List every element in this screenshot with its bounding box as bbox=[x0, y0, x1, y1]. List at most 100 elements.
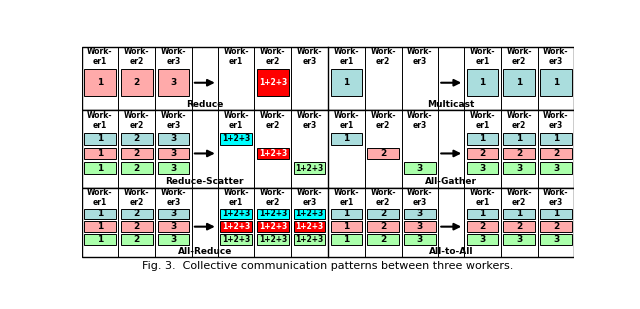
Bar bbox=[367, 148, 399, 159]
Text: 3: 3 bbox=[417, 222, 423, 231]
Text: Work-
er2: Work- er2 bbox=[506, 111, 532, 130]
Bar bbox=[331, 133, 362, 145]
Text: 2: 2 bbox=[380, 149, 387, 158]
Bar bbox=[121, 235, 152, 245]
Bar bbox=[504, 222, 535, 232]
Bar bbox=[157, 235, 189, 245]
Text: 1+2+3: 1+2+3 bbox=[296, 209, 324, 218]
Text: 1+2+3: 1+2+3 bbox=[222, 134, 250, 143]
Bar bbox=[504, 162, 535, 174]
Bar bbox=[157, 209, 189, 219]
Text: 1: 1 bbox=[343, 78, 349, 87]
Bar bbox=[82, 47, 575, 110]
Bar bbox=[157, 69, 189, 96]
Text: 1+2+3: 1+2+3 bbox=[259, 222, 287, 231]
Bar bbox=[82, 110, 575, 188]
Bar bbox=[257, 222, 289, 232]
Bar bbox=[294, 235, 325, 245]
Bar bbox=[257, 235, 289, 245]
Text: Work-
er2: Work- er2 bbox=[506, 188, 532, 207]
Text: All-Gather: All-Gather bbox=[425, 177, 477, 186]
Text: 3: 3 bbox=[553, 235, 559, 244]
Bar bbox=[331, 209, 362, 219]
Text: 1: 1 bbox=[97, 209, 103, 218]
Text: 1: 1 bbox=[516, 209, 522, 218]
Text: 2: 2 bbox=[380, 209, 387, 218]
Text: Work-
er3: Work- er3 bbox=[407, 111, 433, 130]
Text: Work-
er1: Work- er1 bbox=[333, 188, 359, 207]
Text: Work-
er1: Work- er1 bbox=[223, 47, 249, 66]
Text: 2: 2 bbox=[553, 222, 559, 231]
Bar bbox=[367, 235, 399, 245]
Text: 1: 1 bbox=[479, 209, 486, 218]
Bar bbox=[157, 222, 189, 232]
Text: 2: 2 bbox=[516, 222, 522, 231]
Text: Work-
er2: Work- er2 bbox=[260, 47, 285, 66]
Text: Work-
er2: Work- er2 bbox=[371, 188, 396, 207]
Text: Work-
er1: Work- er1 bbox=[87, 188, 113, 207]
Text: Work-
er3: Work- er3 bbox=[297, 47, 323, 66]
Bar bbox=[331, 235, 362, 245]
Text: Work-
er2: Work- er2 bbox=[371, 111, 396, 130]
Text: Work-
er1: Work- er1 bbox=[333, 111, 359, 130]
Text: Work-
er1: Work- er1 bbox=[87, 47, 113, 66]
Text: 3: 3 bbox=[417, 209, 423, 218]
Text: All-Reduce: All-Reduce bbox=[178, 247, 232, 256]
Bar bbox=[257, 69, 289, 96]
Text: Work-
er3: Work- er3 bbox=[407, 188, 433, 207]
Text: 2: 2 bbox=[553, 149, 559, 158]
Bar bbox=[504, 133, 535, 145]
Bar bbox=[157, 148, 189, 159]
Text: 1: 1 bbox=[516, 78, 522, 87]
Bar bbox=[540, 222, 572, 232]
Text: Work-
er3: Work- er3 bbox=[543, 47, 569, 66]
Text: Work-
er3: Work- er3 bbox=[297, 188, 323, 207]
Text: 1: 1 bbox=[97, 134, 103, 143]
Bar bbox=[84, 209, 116, 219]
Text: 3: 3 bbox=[170, 235, 177, 244]
Bar bbox=[121, 133, 152, 145]
Bar bbox=[540, 148, 572, 159]
Text: 1+2+3: 1+2+3 bbox=[222, 209, 250, 218]
Bar bbox=[467, 162, 499, 174]
Text: 3: 3 bbox=[170, 222, 177, 231]
Text: 1: 1 bbox=[343, 209, 349, 218]
Text: Work-
er3: Work- er3 bbox=[407, 47, 433, 66]
Text: 1: 1 bbox=[479, 78, 486, 87]
Text: Work-
er3: Work- er3 bbox=[161, 188, 186, 207]
Bar bbox=[367, 222, 399, 232]
Text: 2: 2 bbox=[479, 149, 486, 158]
Text: 1+2+3: 1+2+3 bbox=[222, 222, 250, 231]
Text: All-to-All: All-to-All bbox=[429, 247, 474, 256]
Text: Work-
er3: Work- er3 bbox=[161, 111, 186, 130]
Bar bbox=[121, 69, 152, 96]
Text: Work-
er1: Work- er1 bbox=[223, 188, 249, 207]
Text: Work-
er3: Work- er3 bbox=[543, 188, 569, 207]
Text: Work-
er1: Work- er1 bbox=[333, 47, 359, 66]
Text: 3: 3 bbox=[170, 134, 177, 143]
Bar bbox=[84, 69, 116, 96]
Text: 1+2+3: 1+2+3 bbox=[259, 235, 287, 244]
Text: Work-
er2: Work- er2 bbox=[124, 111, 150, 130]
Bar bbox=[540, 209, 572, 219]
Text: 3: 3 bbox=[170, 149, 177, 158]
Text: 2: 2 bbox=[479, 222, 486, 231]
Text: Work-
er2: Work- er2 bbox=[260, 111, 285, 130]
Text: 1: 1 bbox=[343, 134, 349, 143]
Text: 1: 1 bbox=[516, 134, 522, 143]
Text: 3: 3 bbox=[479, 163, 486, 172]
Text: 1: 1 bbox=[343, 222, 349, 231]
Bar bbox=[257, 148, 289, 159]
Bar bbox=[467, 133, 499, 145]
Text: 1+2+3: 1+2+3 bbox=[296, 235, 324, 244]
Text: 1: 1 bbox=[553, 209, 559, 218]
Bar bbox=[121, 222, 152, 232]
Text: 1: 1 bbox=[97, 163, 103, 172]
Bar bbox=[404, 235, 436, 245]
Text: Work-
er2: Work- er2 bbox=[124, 47, 150, 66]
Bar bbox=[331, 222, 362, 232]
Bar bbox=[367, 209, 399, 219]
Text: Work-
er2: Work- er2 bbox=[371, 47, 396, 66]
Text: 3: 3 bbox=[417, 235, 423, 244]
Text: Work-
er1: Work- er1 bbox=[470, 188, 495, 207]
